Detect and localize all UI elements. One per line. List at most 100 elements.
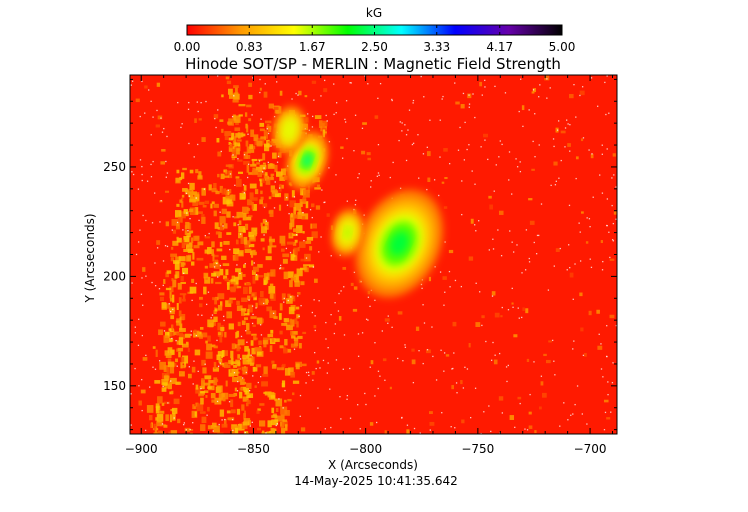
noise-speckle <box>131 171 133 173</box>
plage-speckle <box>588 310 592 316</box>
noise-speckle <box>404 344 406 346</box>
plage-patch <box>210 203 213 209</box>
plage-patch <box>217 293 225 300</box>
plage-patch <box>169 310 175 315</box>
plage-speckle <box>202 205 207 208</box>
plage-patch <box>236 211 243 218</box>
plage-patch <box>243 286 248 295</box>
noise-speckle <box>200 102 202 104</box>
plage-patch <box>233 93 240 100</box>
plage-patch <box>242 396 249 402</box>
noise-speckle <box>197 143 199 146</box>
plage-patch <box>243 419 251 422</box>
plage-speckle <box>597 345 603 350</box>
plage-speckle <box>198 334 203 339</box>
noise-speckle <box>318 300 320 302</box>
plage-patch <box>290 276 296 281</box>
plage-patch <box>205 351 213 359</box>
noise-speckle <box>141 277 143 279</box>
plage-patch <box>195 387 201 394</box>
noise-speckle <box>325 321 327 324</box>
noise-speckle <box>342 368 344 370</box>
plage-speckle <box>555 248 560 252</box>
plage-patch <box>245 140 249 147</box>
plage-patch <box>169 414 172 423</box>
plage-speckle <box>545 359 551 364</box>
noise-speckle <box>439 119 441 121</box>
plage-speckle <box>215 189 218 193</box>
plage-patch <box>159 361 166 370</box>
noise-speckle <box>261 171 264 173</box>
noise-speckle <box>474 224 476 226</box>
plage-patch <box>203 382 211 386</box>
noise-speckle <box>247 133 249 135</box>
noise-speckle <box>239 233 242 235</box>
noise-speckle <box>484 139 486 141</box>
noise-speckle <box>150 100 152 102</box>
noise-speckle <box>564 127 567 129</box>
noise-speckle <box>468 94 470 96</box>
plage-patch <box>189 286 197 294</box>
noise-speckle <box>221 419 223 421</box>
plage-patch <box>260 238 265 242</box>
noise-speckle <box>326 372 328 374</box>
plage-speckle <box>350 282 354 287</box>
plage-patch <box>300 201 303 207</box>
plage-speckle <box>553 161 558 166</box>
plage-patch <box>228 393 236 398</box>
y-tick-label: 150 <box>103 379 126 393</box>
noise-speckle <box>491 295 494 297</box>
plage-patch <box>146 405 154 413</box>
plage-patch <box>227 88 233 95</box>
noise-speckle <box>305 371 308 374</box>
plage-speckle <box>271 337 275 343</box>
plage-patch <box>312 223 317 229</box>
plage-speckle <box>144 85 148 89</box>
plage-patch <box>213 271 221 277</box>
plage-patch <box>239 387 244 391</box>
plage-patch <box>251 260 254 266</box>
noise-speckle <box>566 269 568 271</box>
noise-speckle <box>578 222 580 224</box>
plage-patch <box>155 349 158 357</box>
plage-patch <box>237 272 243 280</box>
plage-patch <box>208 184 212 191</box>
noise-speckle <box>346 398 348 400</box>
noise-speckle <box>197 314 199 316</box>
plage-speckle <box>494 312 500 318</box>
noise-speckle <box>559 425 561 427</box>
plage-patch <box>235 332 238 339</box>
plage-speckle <box>585 241 589 244</box>
plage-speckle <box>242 273 246 277</box>
plage-patch <box>291 331 298 335</box>
plage-patch <box>178 256 186 262</box>
plage-patch <box>181 239 185 244</box>
noise-speckle <box>156 109 158 112</box>
plage-patch <box>281 427 286 434</box>
plage-patch <box>324 131 327 134</box>
noise-speckle <box>328 141 331 143</box>
noise-speckle <box>441 98 443 100</box>
plage-patch <box>278 204 282 211</box>
noise-speckle <box>412 381 415 384</box>
plage-patch <box>230 409 236 414</box>
plage-patch <box>248 243 255 248</box>
plage-patch <box>305 201 309 209</box>
noise-speckle <box>490 430 492 433</box>
noise-speckle <box>610 411 612 413</box>
plage-speckle <box>567 143 571 147</box>
noise-speckle <box>535 253 538 255</box>
noise-speckle <box>404 346 407 348</box>
plage-patch <box>224 135 229 141</box>
plage-patch <box>226 410 231 414</box>
noise-speckle <box>188 366 190 368</box>
plage-patch <box>269 310 277 319</box>
plage-speckle <box>191 278 195 283</box>
plage-patch <box>189 230 194 234</box>
noise-speckle <box>608 112 610 114</box>
plage-patch <box>290 219 295 228</box>
noise-speckle <box>598 333 600 335</box>
noise-speckle <box>156 247 159 249</box>
plage-speckle <box>542 392 547 398</box>
x-tick-label: −850 <box>237 442 270 456</box>
